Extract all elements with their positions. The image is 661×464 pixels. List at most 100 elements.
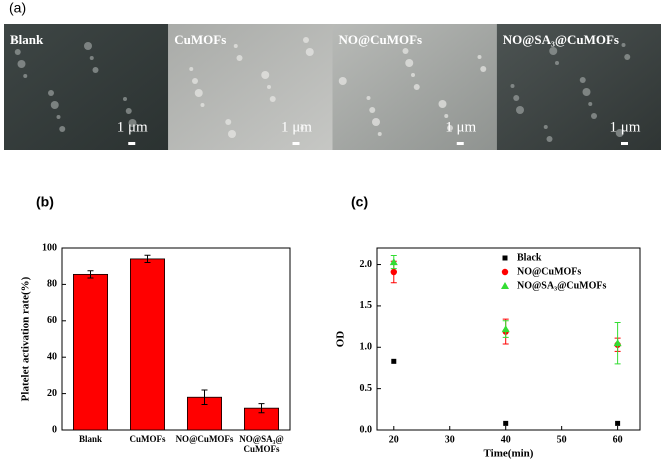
cell (588, 102, 593, 106)
cell (84, 42, 92, 50)
cell (372, 118, 380, 126)
cell (591, 113, 597, 119)
cell (411, 73, 415, 77)
sem-image (496, 24, 661, 150)
scale-label: 1 μm (610, 119, 641, 135)
cell (615, 129, 624, 137)
scale-bar (292, 142, 300, 145)
cell (189, 67, 194, 71)
cell (444, 114, 449, 118)
cell (23, 74, 28, 78)
x-tick-label: 60 (613, 434, 623, 445)
cell (405, 59, 414, 67)
error-bar (201, 389, 208, 406)
y-tick-label: 0.0 (360, 424, 373, 435)
cell (480, 66, 487, 72)
x-tick-label: 50 (557, 434, 567, 445)
cell (50, 101, 59, 109)
legend-label: NO@CuMOFs (517, 266, 581, 277)
cell (228, 130, 236, 138)
cell (125, 108, 132, 114)
cell (48, 90, 54, 96)
scale-bar (621, 142, 628, 145)
cell (549, 47, 558, 55)
x-tick-label: Blank (79, 434, 102, 444)
cell (59, 126, 66, 132)
legend-label: Black (517, 252, 542, 263)
marker (503, 420, 509, 426)
cell (269, 96, 276, 102)
cell (477, 55, 482, 59)
cell (377, 132, 382, 136)
legend-label: NO@SA₃@CuMOFs (517, 280, 606, 291)
cell (546, 136, 553, 142)
x-tick-label: NO@SA₃@ CuMOFs (239, 434, 283, 454)
x-tick-label: 30 (445, 434, 455, 445)
cell (194, 89, 203, 97)
cell (305, 48, 314, 56)
y-tick-label: 0 (52, 424, 57, 435)
cell (516, 106, 524, 114)
error-bar (258, 403, 265, 414)
panel-label: (c) (351, 194, 368, 210)
cell (338, 77, 347, 85)
cell (123, 97, 127, 101)
cell (225, 119, 232, 125)
scale-bar (128, 142, 136, 145)
cell (438, 100, 447, 108)
legend-marker (501, 282, 509, 289)
cell (303, 37, 309, 43)
bar (129, 258, 165, 431)
sem-image (168, 24, 333, 150)
image-label: CuMOFs (174, 32, 226, 47)
plot-frame (376, 247, 641, 431)
bar (73, 273, 109, 431)
plot-frame (61, 247, 291, 431)
x-tick-label: CuMOFs (130, 434, 166, 444)
y-axis-title: Platelet activation rate(%) (20, 276, 32, 401)
cell (582, 88, 591, 96)
cell (402, 48, 409, 54)
cell (543, 125, 548, 129)
marker (613, 339, 622, 347)
scale-label: 1 μm (445, 119, 476, 135)
cell (261, 71, 270, 79)
y-tick-label: 40 (47, 351, 57, 362)
marker (615, 420, 621, 426)
cell (579, 77, 586, 83)
marker (389, 258, 398, 266)
marker (391, 358, 397, 364)
cell (236, 55, 243, 61)
panel-label: (b) (36, 194, 54, 210)
x-tick-label: NO@CuMOFs (176, 434, 234, 444)
y-tick-label: 1.0 (360, 342, 373, 353)
cell (12, 38, 16, 42)
cell (267, 85, 271, 89)
cell (300, 126, 305, 130)
image-label: Blank (10, 32, 44, 47)
scale-label: 1 μm (281, 119, 312, 135)
y-tick-label: 80 (47, 279, 57, 290)
cell (14, 49, 21, 55)
x-tick-label: 40 (501, 434, 511, 445)
y-axis-title: OD (335, 331, 347, 348)
x-tick-label: 20 (389, 434, 399, 445)
cell (413, 84, 420, 90)
y-tick-label: 100 (42, 242, 57, 253)
legend-marker (501, 268, 509, 276)
error-bar (144, 254, 151, 264)
cell (128, 119, 137, 127)
cell (510, 84, 515, 88)
cell (192, 78, 198, 84)
marker (501, 325, 510, 333)
cell (233, 44, 238, 48)
y-tick-label: 0.5 (360, 383, 373, 394)
y-tick-label: 1.5 (360, 300, 373, 311)
marker (390, 268, 397, 276)
x-axis-title: Time(min) (484, 448, 534, 460)
cell (621, 43, 626, 47)
cell (447, 125, 453, 131)
scale-bar (456, 142, 464, 145)
cell (366, 96, 371, 100)
